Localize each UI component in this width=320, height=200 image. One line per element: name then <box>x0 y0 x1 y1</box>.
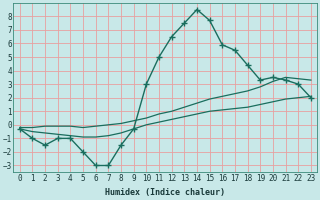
X-axis label: Humidex (Indice chaleur): Humidex (Indice chaleur) <box>105 188 225 197</box>
